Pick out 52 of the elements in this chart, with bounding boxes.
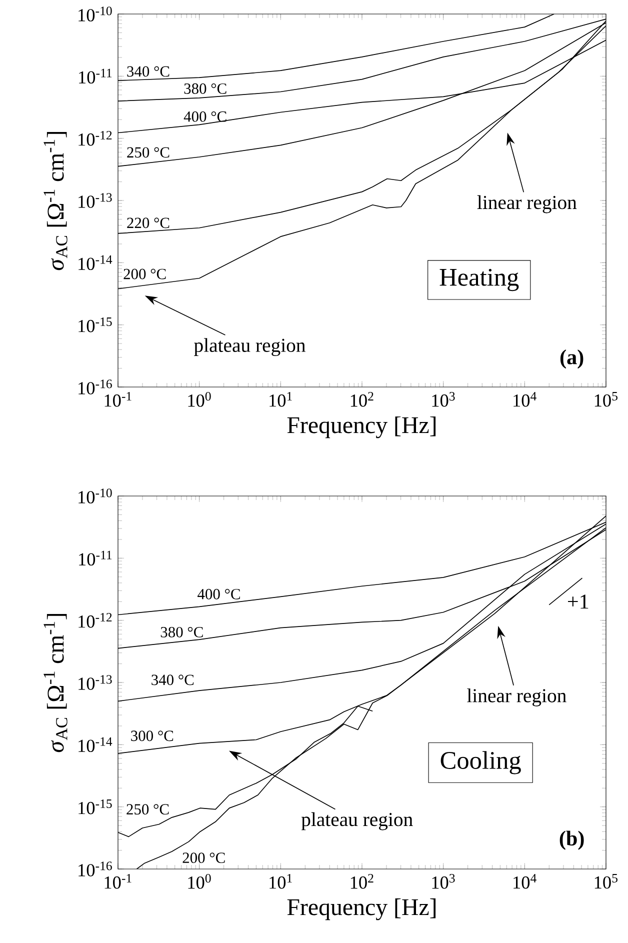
series-label: 250 °C [126,804,169,815]
y-tick-label: 10$^{-10}$ [78,488,112,504]
y-tick-label: 10$^{-12}$ [78,612,112,628]
y-tick-label: 10$^{-13}$ [78,193,112,208]
x-tick-label: 10$^{0}$ [188,392,211,407]
x-tick-label: 10$^{-1}$ [104,874,132,889]
series-label: 220 °C [127,218,170,228]
series-label: 340 °C [152,674,194,686]
annotation: Heating [440,268,519,292]
y-tick-label: 10$^{-15}$ [78,317,112,332]
x-axis-title: Frequency [Hz] [287,416,436,438]
y-tick-label: 10$^{-16}$ [78,862,112,876]
annotation: linear region [467,688,566,706]
x-tick-label: 10$^{1}$ [270,874,292,889]
x-tick-label: 10$^{3}$ [432,392,455,407]
annotation: plateau region [194,338,306,356]
y-tick-label: 10$^{-16}$ [78,380,112,394]
series-label: 380 °C [160,626,203,638]
x-tick-label: 10$^{0}$ [188,874,211,889]
y-tick-label: 10$^{-12}$ [78,130,112,146]
x-tick-label: 10$^{3}$ [432,874,455,889]
series-label: 380 °C [184,83,226,94]
annotation: (b) [560,830,584,850]
y-tick-label: 10$^{-11}$ [79,68,112,84]
y-tick-label: 10$^{-10}$ [78,6,112,22]
y-axis-title: σ$_{AC}$ [Ω$^{-1}$ cm$^{-1}$] [44,614,68,752]
x-tick-label: 10$^{2}$ [350,392,374,407]
series-label: 300 °C [131,730,174,742]
annotation: Cooling [440,751,521,774]
annotation: linear region [477,195,577,214]
y-axis-title: σ$_{AC}$ [Ω$^{-1}$ cm$^{-1}$] [44,132,68,270]
series-label: 200 °C [182,852,225,864]
y-tick-label: 10$^{-14}$ [78,255,112,270]
y-tick-label: 10$^{-13}$ [78,675,112,690]
y-tick-label: 10$^{-14}$ [78,737,112,752]
annotation: plateau region [301,812,413,830]
x-tick-label: 10$^{4}$ [514,874,536,889]
x-tick-label: 10$^{-1}$ [104,392,132,407]
x-axis-title: Frequency [Hz] [287,898,436,920]
series-label: 200 °C [124,268,166,280]
x-tick-label: 10$^{5}$ [594,874,618,889]
y-tick-label: 10$^{-15}$ [78,799,112,814]
x-tick-label: 10$^{5}$ [594,392,618,407]
series-label: 340 °C [127,66,170,77]
annotation: +1 [568,594,588,609]
x-tick-label: 10$^{4}$ [514,392,536,407]
series-label: 250 °C [127,147,170,158]
x-tick-label: 10$^{1}$ [270,392,292,407]
annotation: (a) [560,349,584,369]
y-tick-label: 10$^{-11}$ [79,550,112,566]
series-label: 400 °C [198,588,240,600]
x-tick-label: 10$^{2}$ [350,874,374,889]
